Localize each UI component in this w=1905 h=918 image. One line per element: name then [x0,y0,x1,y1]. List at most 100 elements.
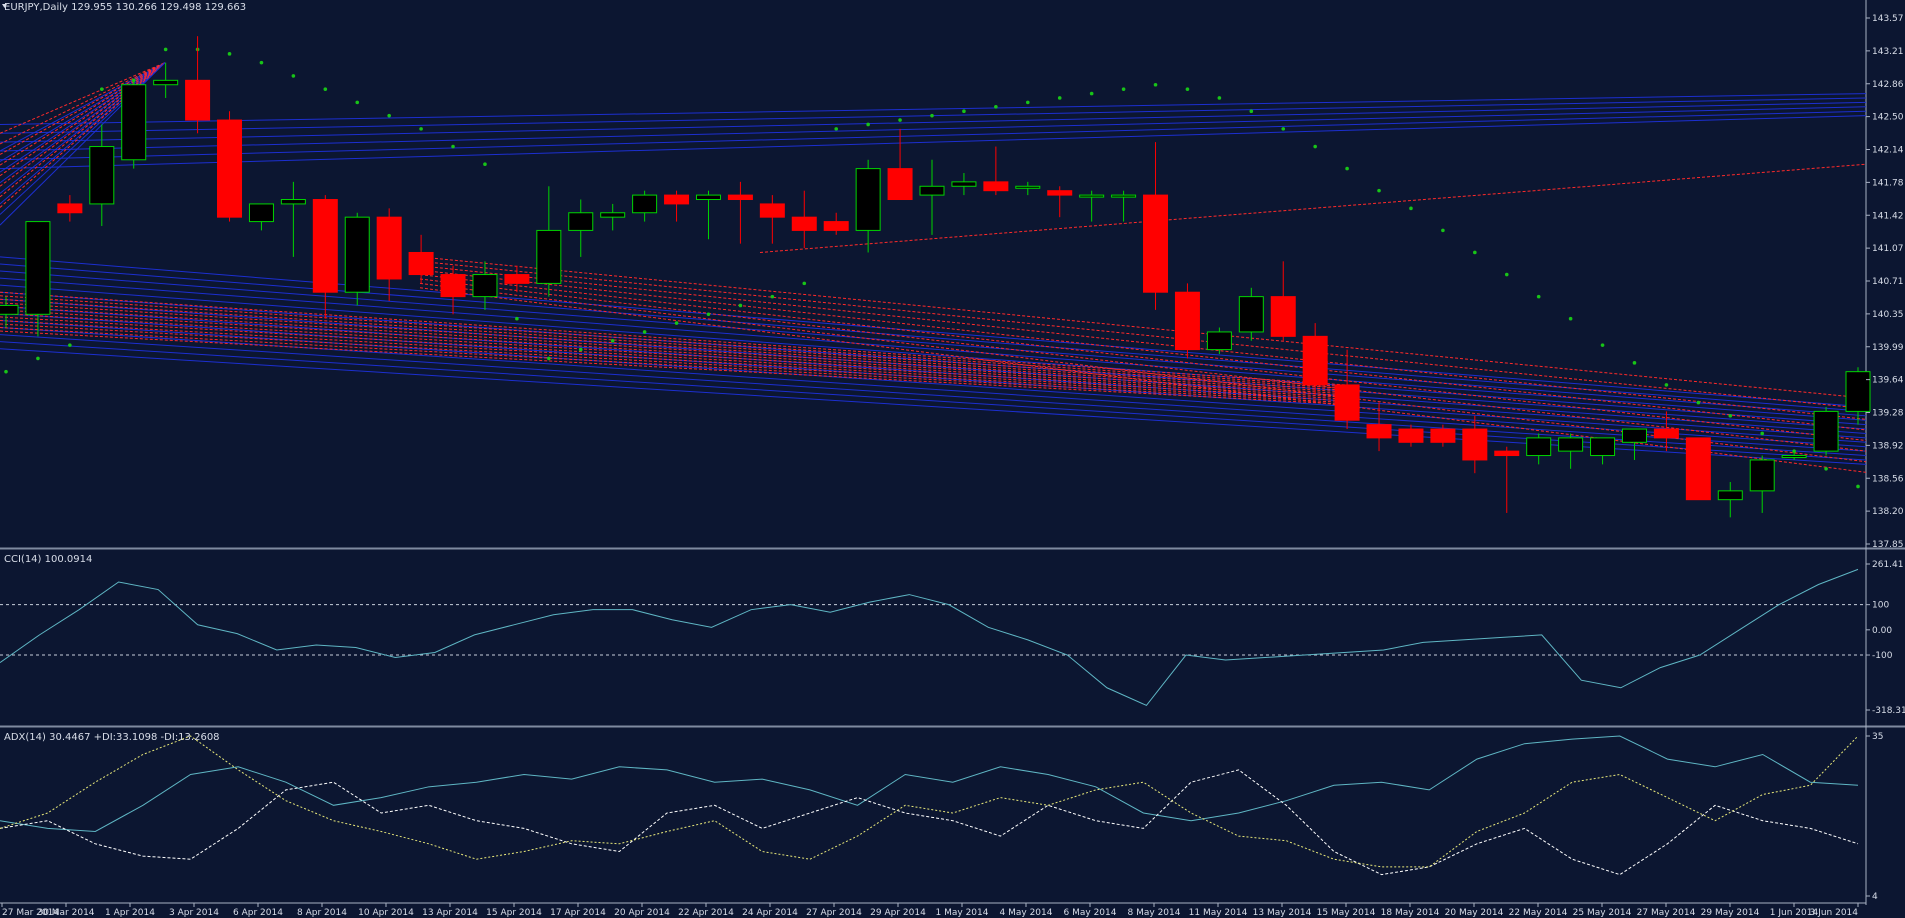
sar-dot [1153,82,1158,87]
candlestick[interactable] [1015,181,1041,196]
candlestick[interactable] [440,265,466,315]
candlestick[interactable] [1685,437,1711,501]
candlestick[interactable] [1558,433,1584,469]
sar-dot [1185,87,1190,91]
trendline-blue [0,298,1867,434]
candlestick[interactable] [1430,424,1456,447]
candlestick[interactable] [1749,455,1775,513]
candle-body-bull [1590,437,1616,457]
candlestick[interactable] [1590,437,1616,465]
candlestick[interactable] [1270,261,1296,341]
time-tick-label: 1 Jun 2014 [1770,908,1819,918]
price-tick-label: 142.14 [1872,146,1904,156]
candlestick[interactable] [1238,287,1264,341]
sar-dot [642,330,647,334]
candlestick[interactable] [1174,283,1200,359]
trendline-red [0,62,166,166]
price-tick-label: 138.20 [1872,507,1904,517]
candlestick[interactable] [727,181,753,244]
candle-body-bull [632,194,658,214]
candlestick[interactable] [1334,349,1360,430]
candlestick[interactable] [1781,451,1807,460]
candlestick[interactable] [1717,482,1743,518]
candlestick[interactable] [1302,323,1328,394]
candlestick[interactable] [121,80,147,169]
candlestick[interactable] [153,62,179,98]
candlestick[interactable] [312,195,338,319]
sar-dot [1664,383,1669,387]
candlestick[interactable] [759,195,785,244]
collapse-triangle-icon[interactable] [2,4,7,8]
candlestick[interactable] [1047,186,1073,218]
candlestick[interactable] [57,195,83,222]
candlestick[interactable] [887,128,913,201]
candlestick[interactable] [25,221,51,337]
candlestick[interactable] [408,234,434,284]
candlestick[interactable] [185,36,211,134]
candlestick[interactable] [344,212,370,306]
candle-body-bull [1621,428,1647,443]
candle-body-bear [1334,384,1360,421]
candlestick[interactable] [664,190,690,222]
trendline-red [0,323,1346,402]
candlestick[interactable] [1143,142,1169,310]
candle-body-bull [280,199,306,205]
sar-dot [1504,272,1509,277]
candlestick[interactable] [1813,406,1839,456]
candlestick[interactable] [1366,402,1392,452]
candlestick[interactable] [280,181,306,257]
candle-body-bull [1111,194,1137,198]
trendline-blue [0,312,1867,443]
trendline-blue [0,62,166,162]
candlestick[interactable] [695,190,721,240]
candlestick[interactable] [919,159,945,235]
candlestick[interactable] [89,124,115,226]
candle-body-bear [1366,424,1392,439]
candle-body-bear [664,194,690,205]
candlestick[interactable] [951,173,977,196]
candlestick[interactable] [1111,190,1137,222]
time-tick-label: 20 Apr 2014 [614,908,670,918]
candlestick[interactable] [1079,190,1105,222]
cci-tick-label: -100 [1872,651,1893,661]
candle-body-bull [153,79,179,86]
trendline-blue [0,348,1867,465]
candlestick[interactable] [376,208,402,302]
trendline-red [419,282,1867,463]
sar-dot [1632,361,1637,365]
candlestick[interactable] [248,203,274,231]
candlestick[interactable] [1494,446,1520,513]
candle-body-bear [727,194,753,201]
candlestick[interactable] [1206,327,1232,355]
candlestick[interactable] [504,265,530,293]
candlestick[interactable] [632,190,658,222]
candlestick[interactable] [217,111,243,222]
sar-dot [1760,431,1765,436]
sar-dot [1568,316,1573,321]
candlestick[interactable] [1526,433,1552,465]
candle-body-bull [25,221,51,315]
sar-dot [259,60,264,65]
candlestick[interactable] [1398,424,1424,447]
di-plus-line [0,769,1859,876]
trendline-red [419,260,1867,410]
candle-body-bear [376,216,402,280]
candlestick[interactable] [0,296,19,328]
candlestick[interactable] [983,146,1009,196]
candlestick[interactable] [472,261,498,310]
candlestick[interactable] [536,186,562,297]
candle-body-bear [440,274,466,298]
candlestick[interactable] [1462,415,1488,474]
candlestick[interactable] [1845,367,1871,425]
candlestick[interactable] [568,199,594,257]
price-tick-label: 140.71 [1872,277,1904,287]
candlestick[interactable] [791,190,817,249]
trendline-red [419,274,1867,442]
candlestick[interactable] [855,159,881,253]
candlestick[interactable] [600,203,626,231]
candlestick[interactable] [823,212,849,235]
candle-body-bull [695,194,721,201]
candlestick[interactable] [1621,428,1647,460]
candlestick[interactable] [1653,411,1679,452]
